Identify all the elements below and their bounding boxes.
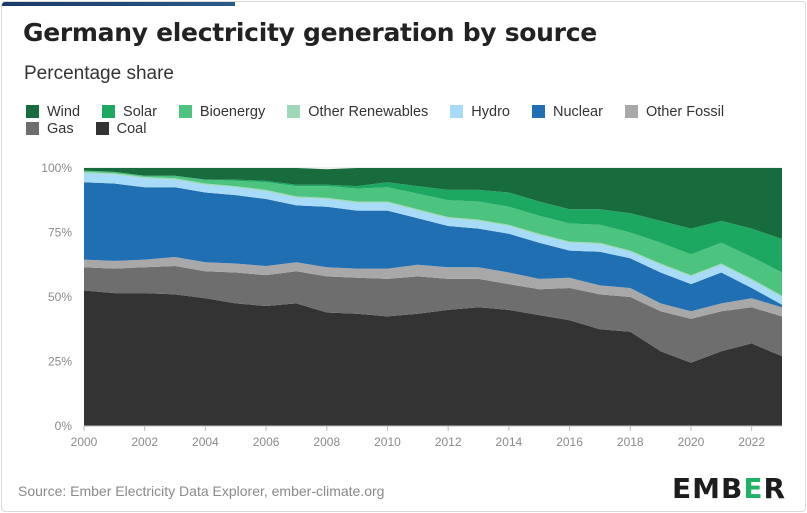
- stacked-area-chart: 0% 25% 50% 75% 100% 2000 2002 2004 2006 2008 2010 2…: [41, 161, 782, 449]
- x-tick-label: 2004: [192, 435, 219, 449]
- legend-item-hydro: Hydro: [450, 103, 510, 120]
- area-other-fossil: [84, 257, 782, 319]
- chart-subtitle: Percentage share: [24, 63, 174, 84]
- legend-swatch: [95, 122, 109, 135]
- legend-label: Gas: [47, 120, 74, 137]
- x-tick-label: 2008: [313, 435, 340, 449]
- legend-item-gas: Gas: [26, 120, 74, 137]
- legend-item-nuclear: Nuclear: [531, 103, 603, 120]
- x-tick-label: 2010: [374, 435, 401, 449]
- legend-label: Nuclear: [552, 103, 603, 120]
- legend-item-bioenergy: Bioenergy: [178, 103, 266, 120]
- area-wind: [84, 168, 782, 239]
- source-note: Source: Ember Electricity Data Explorer,…: [18, 483, 385, 499]
- ember-logo: EMBER: [672, 472, 786, 505]
- area-solar: [84, 170, 782, 273]
- y-tick-label: 0%: [55, 419, 73, 433]
- legend-label: Hydro: [471, 103, 510, 120]
- logo-text-part: EMB: [672, 472, 744, 505]
- legend-label: Other Fossil: [645, 103, 725, 120]
- legend-label: Coal: [116, 120, 147, 137]
- x-tick-label: 2006: [253, 435, 280, 449]
- legend-swatch: [102, 105, 116, 118]
- chart-title: Germany electricity generation by source: [23, 18, 597, 47]
- legend-item-coal: Coal: [95, 120, 147, 137]
- legend-swatch: [450, 105, 464, 118]
- legend-item-other-renewables: Other Renewables: [287, 103, 428, 120]
- y-tick-label: 75%: [48, 226, 72, 240]
- legend-item-wind: Wind: [26, 103, 80, 120]
- x-tick-label: 2016: [556, 435, 583, 449]
- area-nuclear: [84, 182, 782, 312]
- y-tick-label: 25%: [48, 355, 72, 369]
- y-tick-label: 50%: [48, 290, 72, 304]
- legend-swatch: [624, 105, 638, 118]
- logo-text-part: R: [763, 472, 787, 505]
- area-gas: [84, 266, 782, 363]
- logo-text-part: E: [743, 472, 764, 505]
- x-tick-label: 2020: [678, 435, 705, 449]
- y-tick-label: 100%: [41, 161, 72, 175]
- legend-swatch: [26, 105, 39, 118]
- legend-swatch: [531, 105, 545, 118]
- legend: Wind Solar Bioenergy Other Renewables Hydro N…: [26, 103, 786, 137]
- legend-label: Wind: [47, 103, 81, 120]
- area-coal: [84, 290, 782, 426]
- area-hydro: [84, 173, 782, 305]
- legend-swatch: [178, 105, 192, 118]
- x-tick-label: 2002: [131, 435, 158, 449]
- x-tick-label: 2000: [71, 435, 98, 449]
- x-tick-label: 2012: [435, 435, 462, 449]
- legend-label: Other Renewables: [308, 103, 429, 120]
- legend-item-other-fossil: Other Fossil: [624, 103, 725, 120]
- legend-swatch: [26, 122, 39, 135]
- accent-bar: [2, 2, 235, 6]
- legend-row: Wind Solar Bioenergy Other Renewables Hydro N…: [26, 103, 786, 120]
- legend-swatch: [287, 105, 301, 118]
- legend-row: Gas Coal: [26, 120, 786, 137]
- x-tick-label: 2018: [617, 435, 644, 449]
- legend-label: Bioenergy: [199, 103, 266, 120]
- x-tick-label: 2022: [738, 435, 765, 449]
- x-tick-label: 2014: [496, 435, 523, 449]
- legend-item-solar: Solar: [102, 103, 157, 120]
- legend-label: Solar: [123, 103, 157, 120]
